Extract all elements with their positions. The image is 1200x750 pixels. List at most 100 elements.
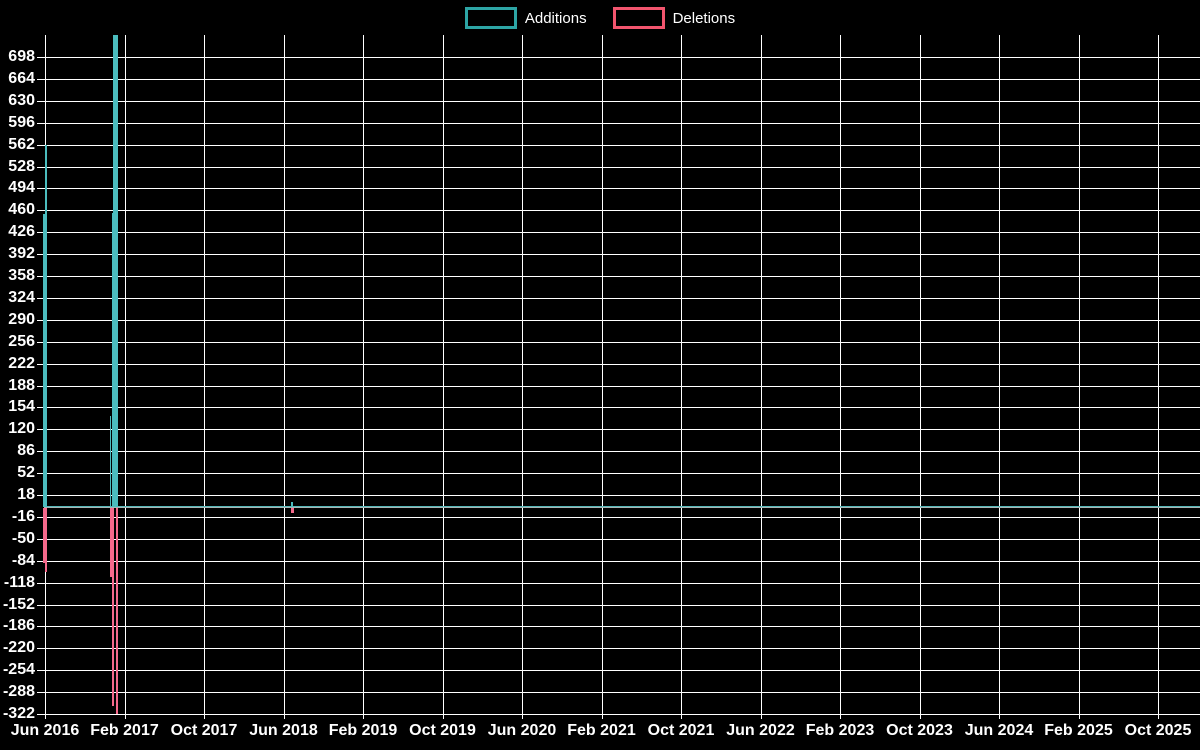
y-axis-tick-label: 698 [8, 48, 35, 65]
x-axis-tick [45, 714, 46, 719]
y-axis-tick-label: 562 [8, 135, 35, 153]
y-gridline [37, 319, 1200, 321]
x-gridline [840, 35, 841, 714]
x-axis-tick [283, 714, 285, 719]
legend-label: Additions [524, 9, 587, 27]
y-gridline [37, 297, 1200, 299]
y-axis-tick-label: -84 [11, 551, 35, 569]
y-gridline [37, 626, 1200, 628]
x-axis-tick [1078, 714, 1080, 719]
x-gridline [999, 35, 1000, 714]
x-axis-tick-label: Jun 2018 [249, 722, 318, 739]
y-axis-tick-label: 324 [8, 288, 35, 306]
addition-spike [112, 212, 114, 507]
y-axis-tick-label: 86 [17, 442, 35, 460]
y-gridline [37, 385, 1200, 387]
y-gridline [37, 538, 1200, 540]
deletion-spike [111, 507, 114, 707]
x-axis-tick [760, 714, 762, 719]
y-gridline [37, 363, 1200, 365]
y-gridline [37, 670, 1200, 672]
y-axis-tick-label: 154 [8, 398, 35, 416]
x-axis-tick-label: Feb 2023 [805, 722, 875, 739]
y-axis-tick-label: 664 [8, 69, 35, 87]
x-axis-tick [442, 714, 444, 719]
y-gridline [37, 210, 1200, 212]
legend-label: Deletions [672, 9, 736, 27]
addition-spike [109, 416, 112, 507]
y-axis-tick-label: 460 [8, 201, 35, 219]
x-axis-tick [681, 714, 682, 719]
x-gridline [522, 35, 523, 714]
y-axis-tick-label: -16 [11, 507, 35, 525]
y-gridline [37, 604, 1200, 606]
x-gridline [442, 35, 444, 714]
x-axis-tick [204, 714, 205, 719]
y-gridline [37, 232, 1200, 234]
x-gridline [919, 35, 921, 714]
y-axis-tick-label: 528 [8, 157, 35, 175]
x-axis-tick-label: Jun 2024 [964, 722, 1034, 739]
y-axis-tick-label: 256 [8, 332, 35, 350]
x-axis-tick-label: Oct 2025 [1124, 722, 1192, 739]
addition-spike [115, 35, 119, 507]
x-axis-tick-label: Jun 2020 [487, 722, 557, 739]
y-gridline [37, 144, 1200, 146]
chart-legend: Additions Deletions [0, 7, 1200, 29]
y-axis-tick-label: 290 [8, 310, 35, 328]
y-axis-tick-label: -186 [2, 617, 35, 635]
x-axis-tick-label: Oct 2023 [886, 722, 953, 739]
y-gridline [37, 276, 1200, 277]
zero-line-axis [44, 506, 1200, 508]
y-gridline [37, 166, 1200, 168]
x-gridline [124, 35, 126, 714]
addition-spike [290, 502, 293, 507]
y-gridline [37, 516, 1200, 518]
x-gridline [760, 35, 762, 714]
y-axis-tick-label: 358 [8, 267, 35, 284]
deletion-spike [109, 507, 112, 578]
y-gridline [37, 100, 1200, 102]
y-axis-tick-label: 596 [8, 113, 35, 131]
y-axis-tick-label: -50 [11, 529, 35, 547]
x-axis-tick-label: Feb 2021 [567, 722, 636, 739]
y-axis-tick-label: -254 [2, 661, 35, 679]
y-axis-tick-label: 392 [8, 245, 35, 263]
x-gridline [204, 35, 205, 714]
y-gridline [37, 560, 1200, 562]
x-gridline [681, 35, 682, 714]
legend-item-additions[interactable]: Additions [464, 7, 587, 29]
x-axis-tick [1158, 714, 1159, 719]
addition-spike [45, 144, 47, 507]
y-axis-tick-label: -152 [2, 595, 35, 613]
x-gridline [1158, 35, 1159, 714]
x-gridline [601, 35, 603, 714]
addition-spike [43, 213, 45, 507]
x-axis-tick [522, 714, 523, 719]
x-gridline [363, 35, 364, 714]
x-axis-tick-label: Oct 2017 [170, 722, 238, 739]
x-axis-tick [124, 714, 126, 719]
x-axis-tick-label: Jun 2016 [10, 722, 80, 739]
x-axis-tick [919, 714, 921, 719]
legend-item-deletions[interactable]: Deletions [612, 7, 736, 29]
x-axis-tick-label: Feb 2025 [1044, 722, 1113, 739]
x-axis-tick [840, 714, 841, 719]
y-axis-tick-label: 188 [8, 376, 35, 394]
deletion-spike [115, 507, 118, 714]
x-gridline [283, 35, 285, 714]
y-gridline [37, 254, 1200, 256]
y-gridline [37, 692, 1200, 694]
y-axis-tick-label: -322 [2, 705, 35, 722]
x-gridline [1078, 35, 1080, 714]
y-axis-tick-label: 426 [8, 223, 35, 241]
y-gridline [37, 429, 1200, 431]
y-axis-tick-label: 52 [17, 464, 35, 482]
y-gridline [37, 582, 1200, 584]
x-axis-tick [601, 714, 603, 719]
addition-spike [113, 35, 116, 507]
x-axis-tick [363, 714, 364, 719]
y-gridline [37, 407, 1200, 409]
legend-swatch-additions [464, 7, 517, 29]
